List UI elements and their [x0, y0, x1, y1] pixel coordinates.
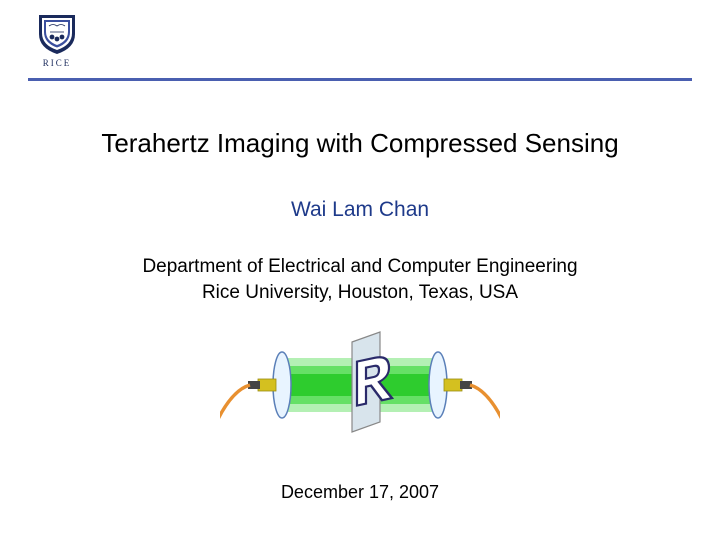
dept-line-1: Department of Electrical and Computer En… — [0, 254, 720, 280]
optical-diagram — [220, 330, 500, 440]
affiliation: Department of Electrical and Computer En… — [0, 254, 720, 305]
header: RICE — [0, 0, 720, 85]
right-connector — [444, 379, 500, 423]
slide-title: Terahertz Imaging with Compressed Sensin… — [0, 128, 720, 159]
rice-logo: RICE — [30, 12, 84, 74]
left-connector — [220, 379, 276, 423]
logo-text: RICE — [30, 58, 84, 68]
header-divider — [28, 78, 692, 81]
slide-date: December 17, 2007 — [0, 482, 720, 503]
dept-line-2: Rice University, Houston, Texas, USA — [0, 280, 720, 306]
shield-icon — [35, 12, 79, 56]
author-name: Wai Lam Chan — [0, 198, 720, 222]
